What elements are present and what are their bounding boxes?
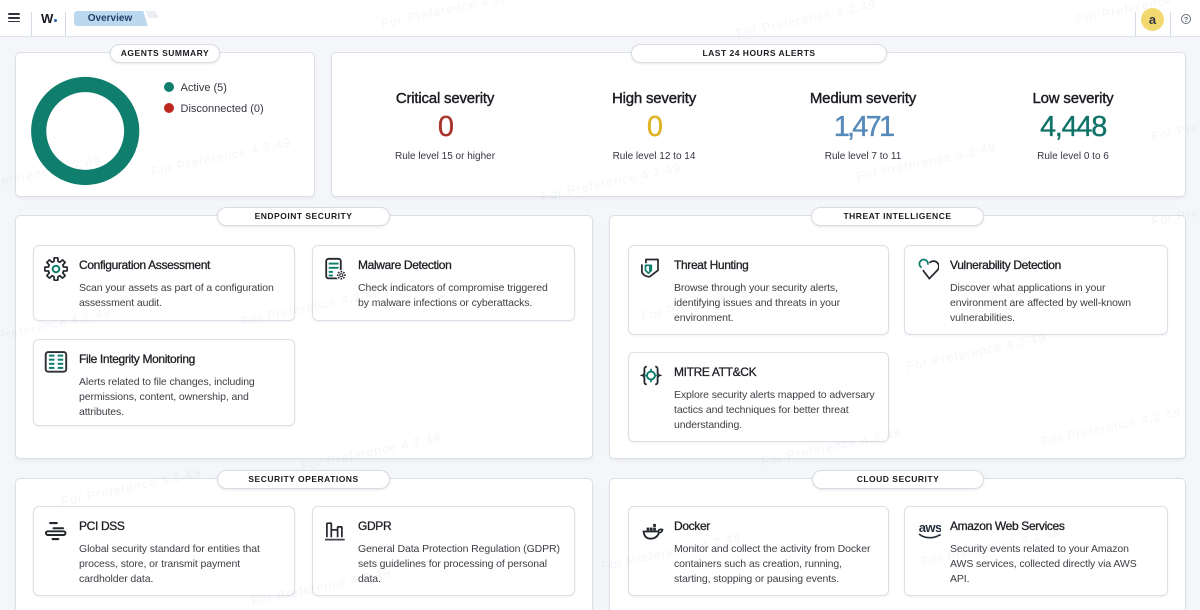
svg-text:aws: aws bbox=[919, 519, 941, 534]
